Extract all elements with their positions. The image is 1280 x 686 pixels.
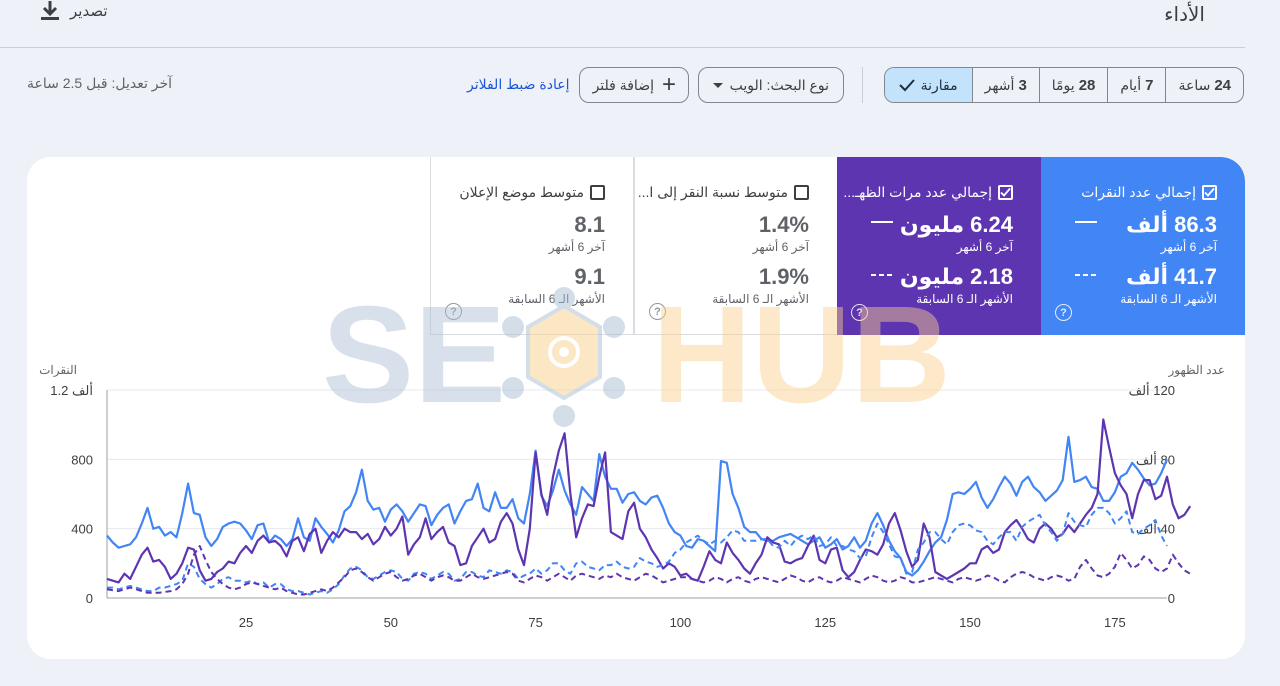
add-filter-label: إضافة فلتر [592, 76, 654, 93]
search-type-dropdown[interactable]: نوع البحث: الويب [698, 67, 844, 103]
plus-icon: + [661, 71, 676, 98]
y-tick-left: 800 [71, 452, 93, 467]
metric-label: إجمالي عدد مرات الظهـ... [843, 184, 1013, 201]
metric-label-text: متوسط نسبة النقر إلى ا... [637, 184, 788, 200]
range-24-hours[interactable]: 24 ساعة [1165, 68, 1243, 102]
series-line-previous [106, 545, 1191, 596]
metric-label-text: إجمالي عدد مرات الظهـ... [843, 184, 992, 200]
metric-value-previous: 1.9% [758, 264, 809, 289]
range-7-days[interactable]: 7 أيام [1107, 68, 1165, 102]
date-range-group: 24 ساعة 7 أيام 28 يومًا 3 أشهر مقارنة [883, 67, 1244, 103]
range-unit: أشهر [984, 76, 1015, 93]
page-title: الأداء [1164, 4, 1205, 26]
range-28-days[interactable]: 28 يومًا [1038, 68, 1108, 102]
help-icon[interactable]: ? [649, 303, 666, 320]
metric-period-previous: الأشهر الـ 6 السابقة [916, 292, 1013, 306]
metric-period-current: آخر 6 أشهر [752, 240, 809, 254]
x-tick-label: 25 [239, 615, 253, 630]
y-tick-left: 400 [71, 522, 93, 537]
y-tick-right: 120 ألف [1129, 382, 1175, 398]
x-tick-label: 175 [1104, 615, 1126, 630]
metric-label: متوسط موضع الإعلان [459, 184, 605, 201]
reset-filters-link[interactable]: إعادة ضبط الفلاتر [467, 76, 570, 92]
metric-label-text: إجمالي عدد النقرات [1081, 184, 1196, 200]
checkbox-unchecked-icon[interactable] [590, 185, 605, 200]
help-icon[interactable]: ? [1055, 304, 1072, 321]
metric-card-impressions[interactable]: إجمالي عدد مرات الظهـ... 6.24 مليون آخر … [837, 157, 1041, 335]
x-tick-label: 50 [384, 615, 398, 630]
metric-label-text: متوسط موضع الإعلان [459, 184, 584, 200]
add-filter-button[interactable]: + إضافة فلتر [579, 67, 689, 103]
search-type-label: نوع البحث: الويب [729, 76, 829, 93]
series-line-current [106, 435, 1169, 577]
help-icon[interactable]: ? [851, 304, 868, 321]
x-tick-label: 150 [959, 615, 981, 630]
metric-value-current: 6.24 مليون [899, 212, 1013, 237]
range-num: 3 [1018, 76, 1027, 94]
compare-button[interactable]: مقارنة [884, 68, 972, 102]
dropdown-caret-icon [713, 82, 723, 88]
x-tick-label: 75 [528, 615, 542, 630]
last-update-text: آخر تعديل: قبل 2.5 ساعة [27, 75, 173, 91]
metric-label: إجمالي عدد النقرات [1081, 184, 1217, 201]
metric-value-previous: 2.18 مليون [899, 264, 1013, 289]
compare-label: مقارنة [920, 76, 958, 93]
y-tick-left: 1.2 ألف [50, 382, 93, 398]
checkbox-checked-icon[interactable] [1202, 185, 1217, 200]
metric-period-previous: الأشهر الـ 6 السابقة [712, 292, 809, 306]
performance-card: إجمالي عدد النقرات 86.3 ألف آخر 6 أشهر 4… [27, 157, 1245, 659]
page-header: الأداء تصدير [0, 0, 1245, 48]
metric-period-previous: الأشهر الـ 6 السابقة [1120, 292, 1217, 306]
metric-value-previous: 41.7 ألف [1126, 264, 1217, 289]
legend-dashed-line [871, 274, 893, 276]
checkbox-checked-icon[interactable] [998, 185, 1013, 200]
metric-value-current: 8.1 [574, 212, 605, 237]
export-label: تصدير [70, 3, 108, 20]
series-line-previous [107, 506, 1168, 596]
metric-card-clicks[interactable]: إجمالي عدد النقرات 86.3 ألف آخر 6 أشهر 4… [1041, 157, 1245, 335]
metric-period-current: آخر 6 أشهر [548, 240, 605, 254]
check-icon [898, 79, 915, 92]
metric-value-previous: 9.1 [574, 264, 605, 289]
range-3-months[interactable]: 3 أشهر [971, 68, 1039, 102]
metric-value-current: 1.4% [758, 212, 809, 237]
metric-period-current: آخر 6 أشهر [956, 240, 1013, 254]
range-unit: ساعة [1178, 76, 1211, 93]
x-tick-label: 100 [670, 615, 692, 630]
legend-dashed-line [1075, 274, 1097, 276]
x-tick-label: 125 [814, 615, 836, 630]
legend-solid-line [1075, 221, 1097, 223]
performance-chart[interactable]: 0 400 800 1.2 ألف 0 40 ألف 80 ألف 120 ألف النقرا… [27, 157, 1245, 659]
filter-bar: 24 ساعة 7 أيام 28 يومًا 3 أشهر مقارنة نوع ال… [0, 67, 1280, 103]
y-tick-left: 0 [86, 591, 93, 606]
metric-label: متوسط نسبة النقر إلى ا... [638, 184, 809, 201]
metric-card-ctr[interactable]: متوسط نسبة النقر إلى ا... 1.4% آخر 6 أشه… [634, 157, 837, 335]
export-button[interactable]: تصدير [40, 0, 108, 22]
checkbox-unchecked-icon[interactable] [794, 185, 809, 200]
y-axis-title-right: عدد الظهور [1168, 363, 1226, 377]
y-axis-title-left: النقرات [39, 363, 77, 377]
metric-period-current: آخر 6 أشهر [1160, 240, 1217, 254]
divider [862, 67, 863, 103]
legend-solid-line [871, 221, 893, 223]
download-icon [41, 1, 59, 20]
range-unit: أيام [1120, 76, 1142, 93]
y-tick-right: 0 [1168, 591, 1175, 606]
range-num: 28 [1078, 76, 1096, 94]
help-icon[interactable]: ? [445, 303, 462, 320]
y-tick-right: 80 ألف [1136, 451, 1175, 467]
y-tick-right: 40 ألف [1136, 521, 1175, 537]
range-num: 7 [1145, 76, 1154, 94]
metric-value-current: 86.3 ألف [1126, 212, 1217, 237]
range-unit: يومًا [1051, 76, 1075, 93]
series-line-current [106, 418, 1192, 584]
range-num: 24 [1214, 76, 1231, 94]
